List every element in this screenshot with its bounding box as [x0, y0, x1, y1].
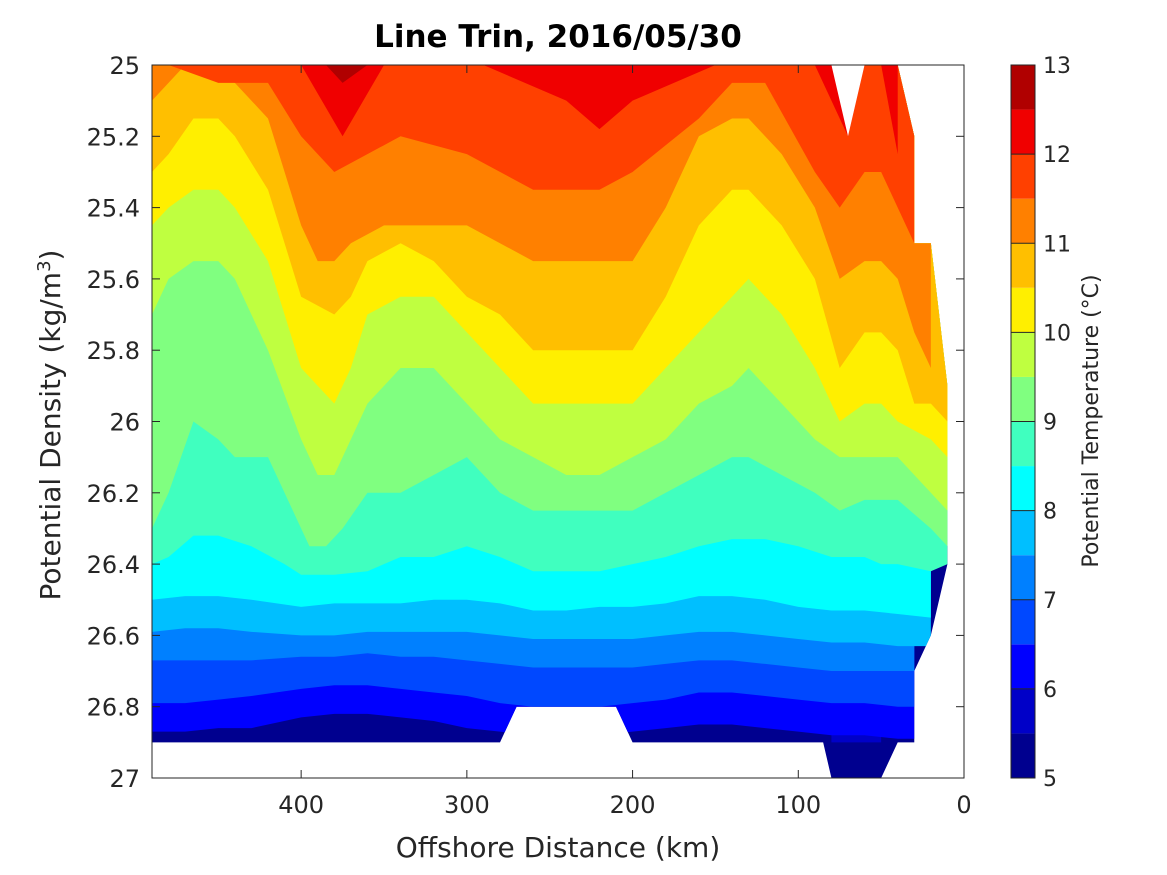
y-ticks: 25 25.2 25.4 25.6 25.8 26 26.2 26.4 26.6 26.8 27: [87, 52, 964, 793]
chart-title: Line Trin, 2016/05/30: [374, 19, 742, 55]
y-tick-label: 26.8: [87, 694, 140, 722]
colorbar-swatch: [1011, 733, 1035, 778]
colorbar-tick-label: 7: [1043, 589, 1057, 614]
colorbar-swatch: [1011, 376, 1035, 422]
plot-area: 400 300 200 100 0 25 25.2 25.4 25.6 25.8 26 26.2 26…: [87, 52, 972, 819]
colorbar-swatch: [1011, 287, 1035, 333]
x-axis-label: Offshore Distance (km): [396, 831, 721, 864]
y-tick-label: 25.4: [87, 195, 140, 223]
colorbar-label: Potential Temperature (°C): [1079, 274, 1104, 567]
x-tick-label: 400: [278, 791, 324, 819]
colorbar-swatch: [1011, 332, 1035, 377]
colorbar-swatch: [1011, 510, 1035, 556]
colorbar-swatch: [1011, 644, 1035, 689]
colorbar-tick-label: 12: [1043, 143, 1071, 168]
colorbar-ticks: 5 6 7 8 9 10 11 12 13: [1011, 54, 1071, 792]
colorbar-tick-label: 8: [1043, 500, 1057, 525]
colorbar-swatch: [1011, 154, 1035, 199]
no-data-gaps: [814, 65, 865, 137]
colorbar-swatch: [1011, 466, 1035, 511]
y-tick-label: 26.4: [87, 551, 140, 579]
x-tick-label: 300: [444, 791, 490, 819]
colorbar-tick-label: 5: [1043, 767, 1057, 792]
colorbar-swatch: [1011, 109, 1035, 155]
colorbar: 5 6 7 8 9 10 11 12 13: [1010, 54, 1071, 792]
band-12: [301, 65, 898, 155]
y-axis-label-close: ): [34, 250, 67, 261]
band-12_5: [326, 65, 368, 83]
colorbar-tick-label: 6: [1043, 678, 1057, 703]
y-axis-label-superscript: 3: [34, 260, 55, 271]
y-tick-label: 25: [109, 52, 140, 80]
y-tick-label: 26: [109, 409, 140, 437]
y-tick-label: 26.6: [87, 622, 140, 650]
temperature-bands: [152, 65, 948, 778]
x-tick-label: 100: [775, 791, 821, 819]
colorbar-tick-label: 13: [1043, 54, 1071, 79]
colorbar-swatch: [1011, 243, 1035, 288]
colorbar-swatch: [1011, 65, 1035, 110]
y-tick-label: 25.6: [87, 266, 140, 294]
colorbar-tick-label: 10: [1043, 321, 1071, 346]
y-tick-label: 25.2: [87, 123, 140, 151]
colorbar-swatch: [1011, 555, 1035, 600]
colorbar-swatch: [1011, 599, 1035, 645]
x-tick-label: 200: [610, 791, 656, 819]
colorbar-swatch: [1011, 421, 1035, 467]
y-axis-label-text: Potential Density (kg/m: [34, 272, 67, 601]
y-tick-label: 27: [109, 765, 140, 793]
colorbar-swatch: [1011, 198, 1035, 244]
y-tick-label: 26.2: [87, 480, 140, 508]
colorbar-tick-label: 9: [1043, 411, 1057, 436]
gap-0: [814, 65, 865, 137]
colorbar-swatches: [1011, 65, 1035, 778]
x-tick-label: 0: [956, 791, 971, 819]
colorbar-tick-label: 11: [1043, 232, 1071, 257]
y-tick-label: 25.8: [87, 337, 140, 365]
y-axis-label: Potential Density (kg/m3): [34, 250, 67, 601]
colorbar-swatch: [1011, 688, 1035, 734]
x-ticks: 400 300 200 100 0: [278, 65, 972, 819]
